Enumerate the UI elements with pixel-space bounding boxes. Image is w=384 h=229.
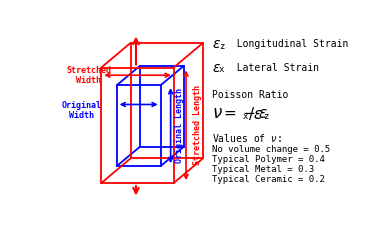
Text: Stretched Length: Stretched Length [193, 85, 202, 165]
Text: Original Length: Original Length [175, 88, 184, 163]
Text: z: z [219, 42, 225, 51]
Text: Poisson Ratio: Poisson Ratio [212, 90, 288, 100]
Text: $\nu$: $\nu$ [212, 105, 223, 122]
Text: Typical Ceramic = 0.2: Typical Ceramic = 0.2 [212, 175, 325, 184]
Text: Typical Metal = 0.3: Typical Metal = 0.3 [212, 165, 314, 174]
Text: x: x [219, 65, 225, 74]
Text: x: x [243, 112, 248, 121]
Text: $= -\varepsilon$: $= -\varepsilon$ [221, 107, 268, 121]
Text: Values of $\nu$:: Values of $\nu$: [212, 132, 282, 144]
Text: $\varepsilon$: $\varepsilon$ [212, 37, 221, 52]
Text: $\varepsilon$: $\varepsilon$ [212, 60, 221, 74]
Text: Longitudinal Strain: Longitudinal Strain [225, 39, 348, 49]
Text: $/ \varepsilon$: $/ \varepsilon$ [248, 105, 262, 122]
Text: z: z [263, 112, 268, 121]
Text: Stretched
Width: Stretched Width [66, 65, 111, 85]
Text: Lateral Strain: Lateral Strain [225, 63, 318, 73]
Text: Typical Polymer = 0.4: Typical Polymer = 0.4 [212, 155, 325, 164]
Text: No volume change = 0.5: No volume change = 0.5 [212, 145, 331, 154]
Text: Original
Width: Original Width [61, 101, 101, 120]
